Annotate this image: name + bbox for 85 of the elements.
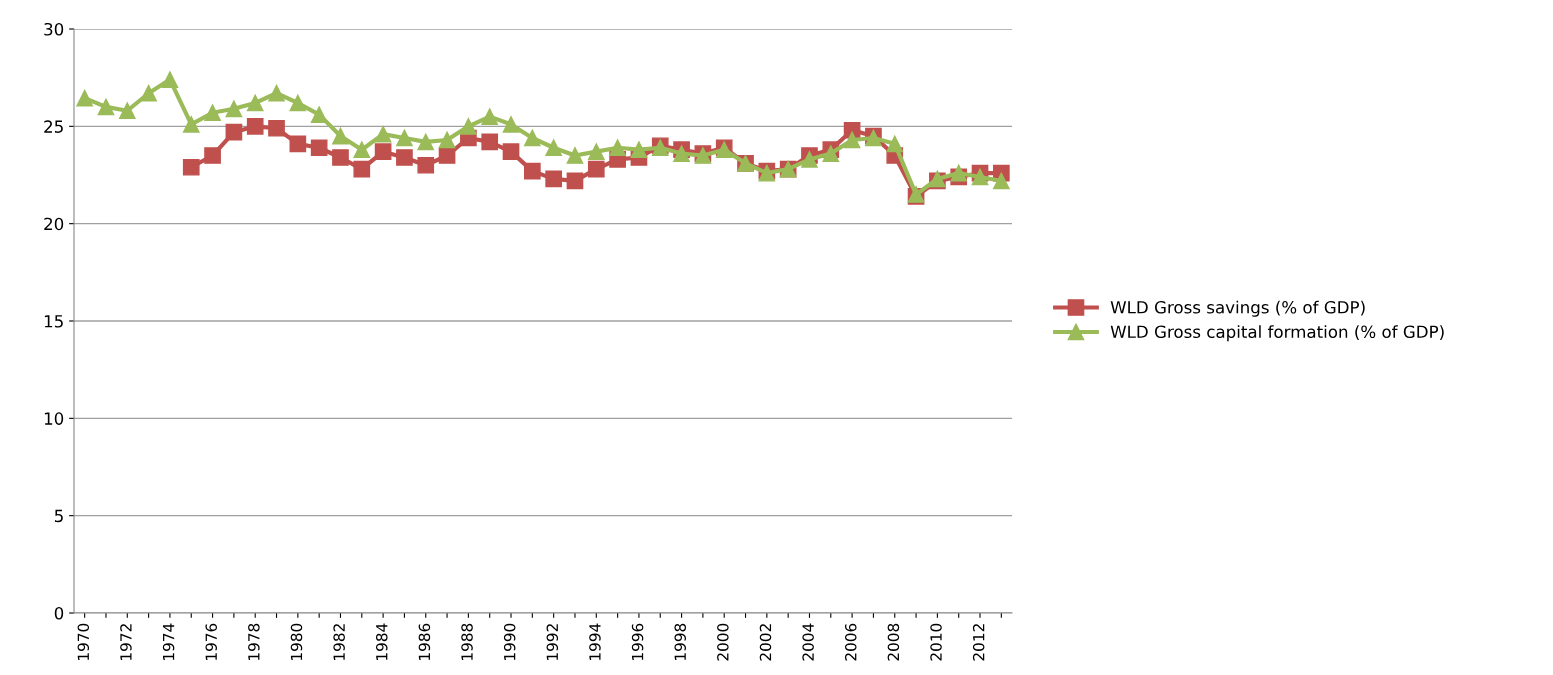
y-tick-label: 20: [44, 217, 64, 231]
point: [289, 94, 307, 112]
point: [587, 160, 605, 178]
x-tick-label: 1988: [461, 623, 473, 660]
point: [524, 162, 541, 180]
point: [502, 116, 520, 133]
point: [396, 129, 413, 147]
point: [566, 147, 584, 164]
point: [524, 129, 541, 147]
x-tick-label: 1978: [248, 623, 260, 660]
point: [140, 84, 157, 102]
point: [417, 156, 435, 174]
point: [673, 145, 690, 162]
point: [993, 172, 1010, 190]
point: [204, 147, 221, 164]
x-tick-label: 1976: [205, 623, 217, 660]
point: [268, 84, 285, 102]
x-tick-label: 2010: [930, 623, 942, 661]
y-tick-label: 10: [44, 412, 64, 425]
point: [609, 139, 626, 157]
point: [353, 141, 371, 159]
x-tick-label: 2012: [972, 624, 985, 661]
point: [332, 149, 349, 166]
x-tick-label: 1980: [290, 623, 303, 660]
point: [310, 139, 328, 157]
point: [843, 131, 861, 149]
x-tick-label: 2004: [802, 623, 814, 661]
x-tick-label: 1992: [546, 624, 559, 660]
point: [460, 117, 477, 135]
point: [971, 168, 989, 186]
y-tick-label: 30: [44, 22, 64, 36]
point: [822, 145, 840, 162]
point: [801, 151, 818, 168]
point: [545, 139, 562, 157]
point: [374, 125, 392, 143]
point: [204, 104, 221, 122]
point: [353, 160, 371, 178]
point: [161, 71, 179, 88]
point: [310, 106, 328, 123]
point: [332, 127, 349, 145]
point: [182, 116, 200, 133]
point: [97, 98, 115, 116]
x-tick-label: 2006: [844, 623, 857, 661]
point: [630, 141, 648, 159]
y-tick-label: 25: [44, 120, 63, 133]
point: [438, 131, 456, 149]
x-tick-label: 1986: [418, 623, 431, 660]
point: [118, 102, 136, 120]
point: [545, 170, 562, 188]
point: [950, 164, 968, 182]
x-tick-label: 1972: [120, 624, 132, 660]
point: [268, 119, 285, 137]
point: [396, 149, 413, 166]
x-tick-label: 2008: [887, 623, 900, 661]
point: [502, 143, 520, 160]
point: [374, 143, 392, 160]
point: [481, 133, 499, 151]
x-tick-label: 1996: [631, 623, 644, 660]
point: [417, 133, 435, 151]
x-tick-label: 2002: [759, 624, 772, 661]
point: [438, 147, 456, 164]
y-tick-label: 5: [54, 509, 63, 523]
legend-label: WLD Gross capital formation (% of GDP): [1110, 325, 1444, 342]
point: [225, 123, 243, 141]
x-tick-label: 1998: [674, 623, 686, 660]
x-tick-label: 1974: [162, 623, 175, 660]
x-tick-label: 1990: [503, 623, 516, 660]
point: [587, 143, 605, 160]
point: [182, 158, 200, 176]
x-tick-label: 1984: [375, 623, 388, 660]
point: [886, 135, 904, 153]
point: [289, 135, 307, 153]
x-tick-label: 1994: [589, 623, 601, 660]
point: [246, 94, 264, 112]
x-tick-label: 1970: [77, 623, 90, 660]
x-tick-label: 2000: [717, 623, 729, 661]
point: [76, 89, 93, 107]
point: [225, 100, 243, 118]
legend-label: WLD Gross savings (% of GDP): [1110, 300, 1365, 317]
x-tick-label: 1982: [333, 624, 345, 660]
point: [246, 117, 264, 135]
y-tick-label: 0: [54, 606, 64, 620]
point: [566, 172, 584, 190]
y-tick-label: 15: [44, 315, 63, 328]
point: [481, 108, 499, 125]
